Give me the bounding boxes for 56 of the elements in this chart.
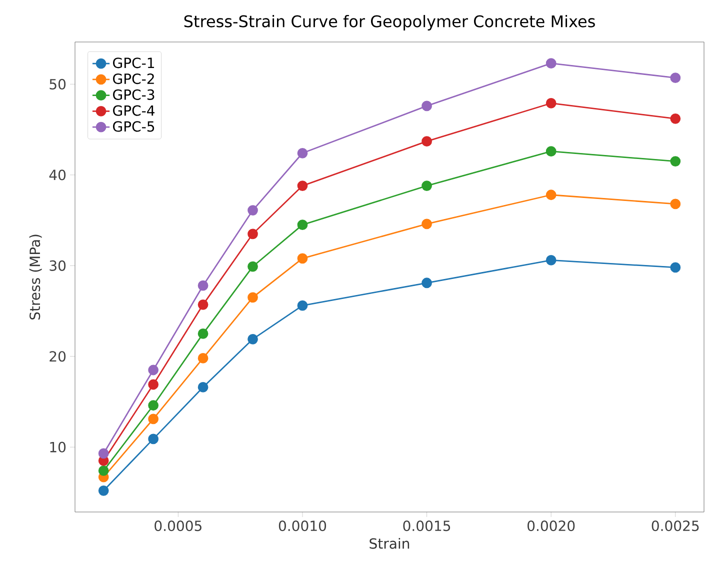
point [248,334,258,344]
point [297,300,308,311]
legend-label: GPC-4 [113,105,154,116]
point [422,278,432,288]
x-tick-label: 0.0010 [278,520,326,532]
point [98,448,109,459]
point [148,400,159,411]
y-axis-title: Stress (MPa) [29,234,42,320]
point [546,190,556,200]
x-tick-label: 0.0015 [403,520,450,532]
y-tick-label: 30 [50,260,66,271]
point [670,262,681,273]
point [670,72,681,84]
x-axis-title: Strain [370,538,410,549]
legend-label: GPC-5 [113,121,154,132]
y-tick-label: 20 [50,351,66,362]
point [248,228,258,240]
point [198,280,208,291]
point [98,485,109,496]
point [198,382,208,392]
point [546,58,556,69]
point [297,180,308,191]
point [248,292,258,303]
point [670,113,681,124]
point [422,218,432,230]
point [198,299,208,310]
point [148,414,159,424]
point [422,100,432,112]
point [297,253,308,264]
point [148,379,159,390]
point [546,255,556,266]
point [546,146,556,157]
y-tick-label: 40 [49,170,66,180]
point [248,261,258,272]
point [148,364,159,376]
legend-label: GPC-2 [113,73,154,84]
x-tick-label: 0.0005 [154,520,202,532]
point [546,98,556,108]
point [98,466,109,476]
point [297,220,308,230]
point [198,352,208,364]
legend-label: GPC-3 [113,89,154,100]
point [248,205,258,216]
y-tick-label: 10 [50,442,66,452]
point [670,156,681,167]
x-tick-label: 0.0025 [652,520,699,532]
point [198,328,208,339]
y-tick-label: 50 [50,78,66,90]
point [148,434,159,444]
point [297,148,308,158]
chart-title: Stress-Strain Curve for Geopolymer Concrete Mixes [184,14,595,30]
point [422,136,432,147]
point [670,198,681,210]
x-tick-label: 0.0020 [528,520,575,532]
point [422,180,432,191]
legend-label: GPC-1 [113,58,154,68]
